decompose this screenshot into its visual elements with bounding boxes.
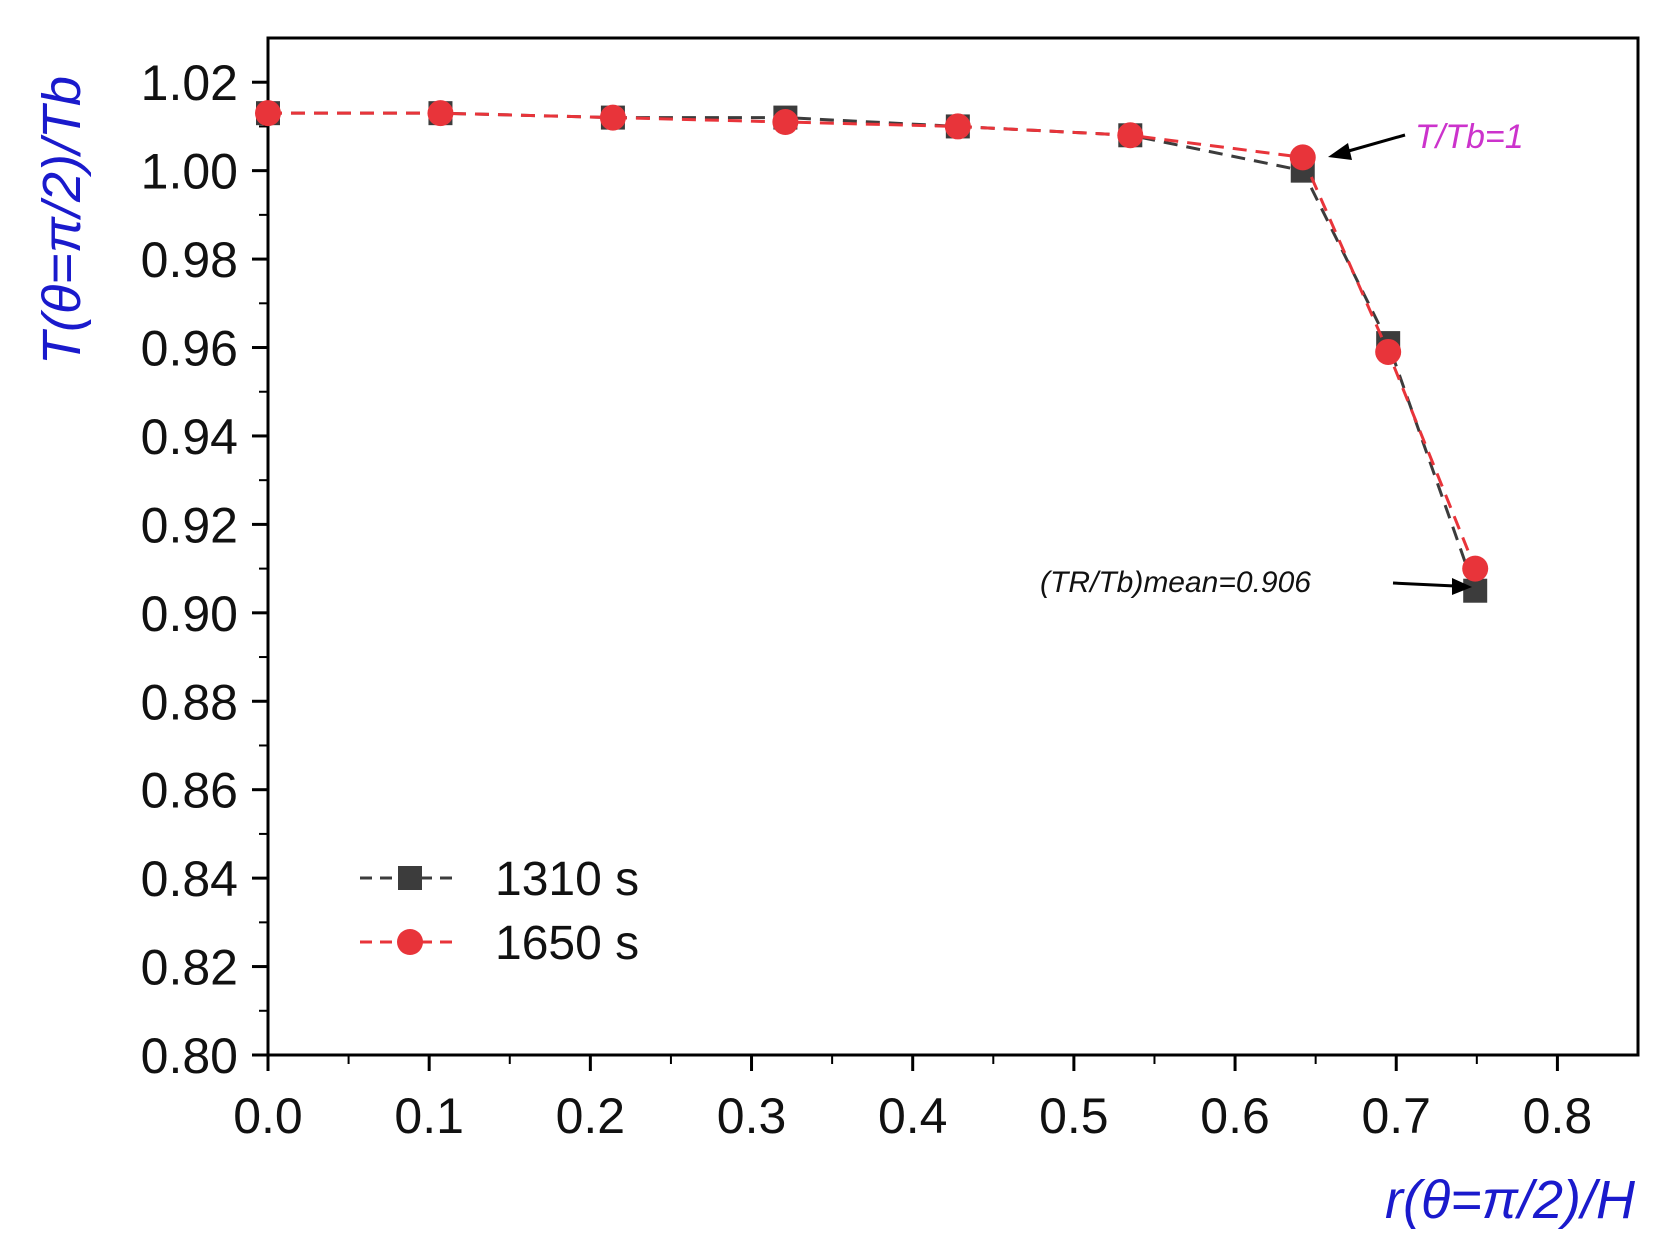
x-tick-label: 0.3	[717, 1088, 787, 1144]
legend-label-1310: 1310 s	[495, 853, 639, 906]
legend: 1310 s 1650 s	[360, 853, 639, 970]
legend-marker-square	[398, 866, 422, 890]
y-tick-label: 0.84	[141, 851, 238, 907]
annotation-tb-arrowhead	[1328, 143, 1352, 160]
annotation-mean-text: (TR/Tb)mean=0.906	[1040, 566, 1311, 599]
annotation-tb: T/Tb=1	[1328, 118, 1524, 160]
y-tick-label: 0.80	[141, 1028, 238, 1084]
plot-area-border	[266, 36, 1640, 1057]
series-group	[255, 100, 1489, 603]
x-tick-label: 0.4	[878, 1088, 948, 1144]
data-point-circle	[599, 104, 626, 131]
x-axis-label: r(θ=π/2)/H	[1385, 1170, 1636, 1230]
data-point-circle	[1289, 144, 1316, 171]
y-tick-label: 0.96	[141, 321, 238, 377]
data-point-circle	[1375, 338, 1402, 365]
x-tick-label: 0.0	[233, 1088, 303, 1144]
annotation-mean: (TR/Tb)mean=0.906	[1040, 566, 1472, 599]
x-tick-label: 0.1	[394, 1088, 464, 1144]
data-point-circle	[772, 109, 799, 136]
y-tick-label: 0.90	[141, 586, 238, 642]
y-tick-label: 0.88	[141, 674, 238, 730]
data-point-circle	[427, 100, 454, 127]
x-tick-label: 0.5	[1039, 1088, 1109, 1144]
legend-label-1650: 1650 s	[495, 917, 639, 970]
annotation-mean-arrow	[1392, 581, 1456, 588]
x-tick-label: 0.8	[1523, 1088, 1593, 1144]
x-tick-label: 0.2	[556, 1088, 626, 1144]
x-tick-label: 0.7	[1361, 1088, 1431, 1144]
data-point-circle	[1117, 122, 1144, 149]
y-tick-label: 0.82	[141, 940, 238, 996]
data-point-circle	[1462, 555, 1489, 582]
data-point-square	[1463, 578, 1488, 603]
legend-marker-circle	[397, 929, 423, 955]
y-tick-label: 1.02	[141, 55, 238, 111]
data-point-circle	[255, 100, 281, 127]
y-tick-label: 0.92	[141, 497, 238, 553]
y-tick-label: 1.00	[141, 144, 238, 200]
y-tick-label: 0.86	[141, 763, 238, 819]
y-tick-label: 0.94	[141, 409, 238, 465]
series-line-0	[268, 111, 1477, 592]
annotation-mean-arrowhead	[1452, 578, 1472, 595]
data-point-circle	[944, 113, 971, 140]
annotation-tb-arrow	[1344, 133, 1406, 154]
annotation-tb-text: T/Tb=1	[1415, 118, 1524, 156]
y-tick-label: 0.98	[141, 232, 238, 288]
x-tick-label: 0.6	[1200, 1088, 1270, 1144]
y-axis-label: T(θ=π/2)/Tb	[32, 76, 92, 365]
axis-ticks: 0.0 0.1 0.2 0.3 0.4 0.5 0.6 0.7 0.8 0.80 0.82 0.84 0…	[141, 55, 1592, 1144]
plot-frame	[266, 36, 1640, 1057]
